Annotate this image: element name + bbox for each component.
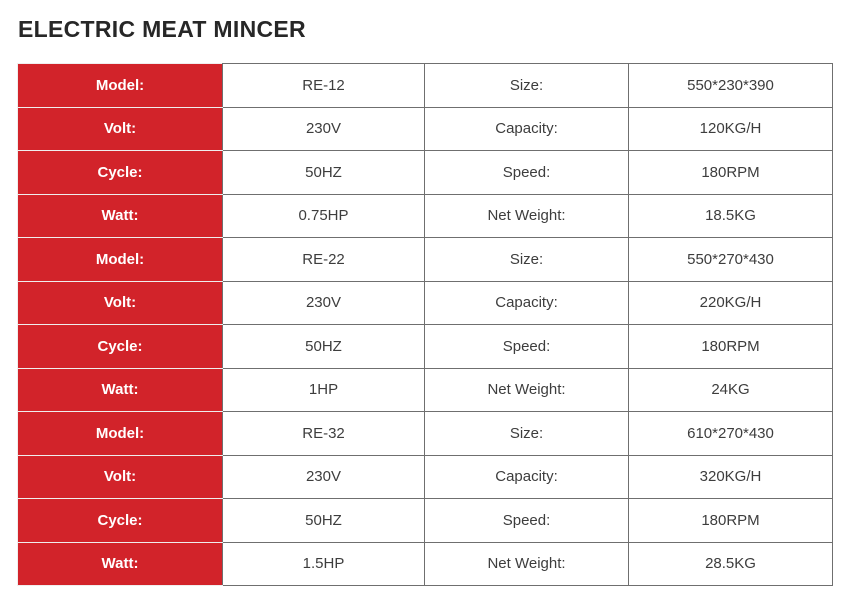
spec-label-cell: Volt: (17, 280, 223, 325)
spec-key-cell: Size: (424, 63, 629, 108)
table-row: Volt: 230V Capacity: 220KG/H (17, 280, 833, 325)
spec-value-cell: 180RPM (628, 150, 833, 195)
table-row: Model: RE-12 Size: 550*230*390 (17, 63, 833, 108)
spec-value-cell: 1.5HP (222, 541, 425, 586)
spec-key-cell: Speed: (424, 150, 629, 195)
spec-value-cell: 50HZ (222, 498, 425, 543)
spec-key-cell: Capacity: (424, 106, 629, 151)
spec-value-cell: 550*270*430 (628, 237, 833, 282)
spec-label-cell: Model: (17, 237, 223, 282)
spec-value-cell: 230V (222, 280, 425, 325)
spec-key-cell: Speed: (424, 324, 629, 369)
table-row: Watt: 0.75HP Net Weight: 18.5KG (17, 193, 833, 238)
table-row: Model: RE-22 Size: 550*270*430 (17, 237, 833, 282)
table-row: Model: RE-32 Size: 610*270*430 (17, 411, 833, 456)
spec-label-cell: Watt: (17, 367, 223, 412)
table-row: Volt: 230V Capacity: 320KG/H (17, 454, 833, 499)
spec-value-cell: 230V (222, 106, 425, 151)
spec-label-cell: Watt: (17, 193, 223, 238)
spec-value-cell: RE-12 (222, 63, 425, 108)
table-row: Cycle: 50HZ Speed: 180RPM (17, 498, 833, 543)
table-row: Volt: 230V Capacity: 120KG/H (17, 106, 833, 151)
spec-table: Model: RE-12 Size: 550*230*390 Volt: 230… (17, 63, 833, 586)
spec-label-cell: Volt: (17, 454, 223, 499)
spec-value-cell: 230V (222, 454, 425, 499)
spec-label-cell: Cycle: (17, 498, 223, 543)
spec-value-cell: 24KG (628, 367, 833, 412)
spec-key-cell: Capacity: (424, 454, 629, 499)
spec-label-cell: Cycle: (17, 150, 223, 195)
table-row: Watt: 1.5HP Net Weight: 28.5KG (17, 541, 833, 586)
spec-value-cell: 50HZ (222, 324, 425, 369)
spec-key-cell: Size: (424, 411, 629, 456)
spec-value-cell: 18.5KG (628, 193, 833, 238)
table-row: Cycle: 50HZ Speed: 180RPM (17, 150, 833, 195)
spec-key-cell: Speed: (424, 498, 629, 543)
spec-key-cell: Net Weight: (424, 541, 629, 586)
page-title: ELECTRIC MEAT MINCER (18, 16, 306, 42)
spec-value-cell: RE-22 (222, 237, 425, 282)
spec-value-cell: RE-32 (222, 411, 425, 456)
spec-value-cell: 180RPM (628, 498, 833, 543)
spec-label-cell: Volt: (17, 106, 223, 151)
spec-key-cell: Size: (424, 237, 629, 282)
spec-value-cell: 28.5KG (628, 541, 833, 586)
spec-label-cell: Watt: (17, 541, 223, 586)
table-row: Cycle: 50HZ Speed: 180RPM (17, 324, 833, 369)
spec-value-cell: 0.75HP (222, 193, 425, 238)
spec-key-cell: Capacity: (424, 280, 629, 325)
table-row: Watt: 1HP Net Weight: 24KG (17, 367, 833, 412)
spec-value-cell: 220KG/H (628, 280, 833, 325)
spec-value-cell: 610*270*430 (628, 411, 833, 456)
spec-value-cell: 120KG/H (628, 106, 833, 151)
spec-key-cell: Net Weight: (424, 193, 629, 238)
spec-value-cell: 550*230*390 (628, 63, 833, 108)
spec-value-cell: 1HP (222, 367, 425, 412)
spec-value-cell: 320KG/H (628, 454, 833, 499)
spec-label-cell: Cycle: (17, 324, 223, 369)
spec-value-cell: 50HZ (222, 150, 425, 195)
spec-label-cell: Model: (17, 411, 223, 456)
spec-value-cell: 180RPM (628, 324, 833, 369)
spec-label-cell: Model: (17, 63, 223, 108)
spec-key-cell: Net Weight: (424, 367, 629, 412)
